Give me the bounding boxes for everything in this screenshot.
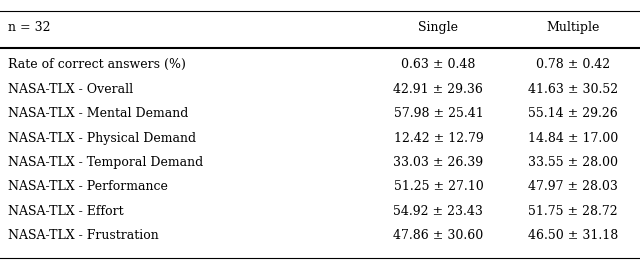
Text: 47.86 ± 30.60: 47.86 ± 30.60 bbox=[393, 229, 484, 242]
Text: NASA-TLX - Effort: NASA-TLX - Effort bbox=[8, 205, 124, 218]
Text: Multiple: Multiple bbox=[546, 21, 600, 34]
Text: 0.78 ± 0.42: 0.78 ± 0.42 bbox=[536, 58, 610, 72]
Text: NASA-TLX - Frustration: NASA-TLX - Frustration bbox=[8, 229, 159, 242]
Text: 0.63 ± 0.48: 0.63 ± 0.48 bbox=[401, 58, 476, 72]
Text: NASA-TLX - Overall: NASA-TLX - Overall bbox=[8, 83, 133, 96]
Text: 33.55 ± 28.00: 33.55 ± 28.00 bbox=[528, 156, 618, 169]
Text: 42.91 ± 29.36: 42.91 ± 29.36 bbox=[394, 83, 483, 96]
Text: NASA-TLX - Performance: NASA-TLX - Performance bbox=[8, 180, 168, 193]
Text: NASA-TLX - Temporal Demand: NASA-TLX - Temporal Demand bbox=[8, 156, 203, 169]
Text: 12.42 ± 12.79: 12.42 ± 12.79 bbox=[394, 131, 483, 145]
Text: Single: Single bbox=[419, 21, 458, 34]
Text: NASA-TLX - Mental Demand: NASA-TLX - Mental Demand bbox=[8, 107, 188, 120]
Text: Rate of correct answers (%): Rate of correct answers (%) bbox=[8, 58, 186, 72]
Text: 46.50 ± 31.18: 46.50 ± 31.18 bbox=[527, 229, 618, 242]
Text: 51.75 ± 28.72: 51.75 ± 28.72 bbox=[528, 205, 618, 218]
Text: 54.92 ± 23.43: 54.92 ± 23.43 bbox=[394, 205, 483, 218]
Text: 47.97 ± 28.03: 47.97 ± 28.03 bbox=[528, 180, 618, 193]
Text: 51.25 ± 27.10: 51.25 ± 27.10 bbox=[394, 180, 483, 193]
Text: 57.98 ± 25.41: 57.98 ± 25.41 bbox=[394, 107, 483, 120]
Text: n = 32: n = 32 bbox=[8, 21, 50, 34]
Text: NASA-TLX - Physical Demand: NASA-TLX - Physical Demand bbox=[8, 131, 196, 145]
Text: 55.14 ± 29.26: 55.14 ± 29.26 bbox=[528, 107, 618, 120]
Text: 14.84 ± 17.00: 14.84 ± 17.00 bbox=[527, 131, 618, 145]
Text: 33.03 ± 26.39: 33.03 ± 26.39 bbox=[394, 156, 483, 169]
Text: 41.63 ± 30.52: 41.63 ± 30.52 bbox=[528, 83, 618, 96]
